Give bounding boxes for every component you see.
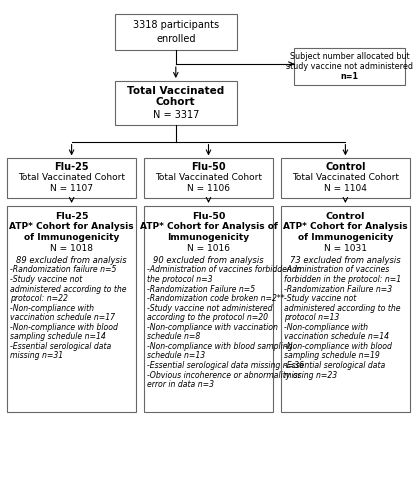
Text: N = 1106: N = 1106 — [187, 184, 230, 193]
Text: -Essential serological data: -Essential serological data — [10, 342, 112, 351]
Text: 90 excluded from analysis: 90 excluded from analysis — [153, 256, 264, 265]
Text: error in data n=3: error in data n=3 — [147, 380, 214, 389]
Text: Total Vaccinated Cohort: Total Vaccinated Cohort — [292, 173, 399, 182]
Text: ATP* Cohort for Analysis of: ATP* Cohort for Analysis of — [140, 222, 277, 232]
Text: Immunogenicity: Immunogenicity — [168, 234, 249, 242]
Bar — [7, 206, 136, 412]
Text: N = 1107: N = 1107 — [50, 184, 93, 193]
Text: -Study vaccine not: -Study vaccine not — [10, 275, 83, 284]
Text: -Administration of vaccines forbidden in: -Administration of vaccines forbidden in — [147, 266, 301, 274]
Text: schedule n=13: schedule n=13 — [147, 352, 205, 360]
Text: vaccination schedule n=17: vaccination schedule n=17 — [10, 313, 115, 322]
Text: -Essential serological data missing n=36: -Essential serological data missing n=36 — [147, 361, 304, 370]
Text: ATP* Cohort for Analysis: ATP* Cohort for Analysis — [283, 222, 408, 232]
Text: -Essential serological data: -Essential serological data — [284, 361, 385, 370]
Text: of Immunogenicity: of Immunogenicity — [298, 234, 393, 242]
Text: N = 1104: N = 1104 — [324, 184, 367, 193]
Text: ATP* Cohort for Analysis: ATP* Cohort for Analysis — [9, 222, 134, 232]
Bar — [281, 158, 410, 198]
Text: vaccination schedule n=14: vaccination schedule n=14 — [284, 332, 389, 342]
Text: administered according to the: administered according to the — [10, 284, 127, 294]
Text: Subject number allocated but: Subject number allocated but — [290, 52, 409, 61]
Bar — [7, 158, 136, 198]
Text: 73 excluded from analysis: 73 excluded from analysis — [290, 256, 401, 265]
Text: the protocol n=3: the protocol n=3 — [147, 275, 213, 284]
Text: 89 excluded from analysis: 89 excluded from analysis — [16, 256, 127, 265]
Text: -Non-compliance with blood: -Non-compliance with blood — [284, 342, 392, 351]
Text: -Non-compliance with vaccination: -Non-compliance with vaccination — [147, 323, 278, 332]
Text: missing n=31: missing n=31 — [10, 352, 63, 360]
Bar — [115, 81, 237, 125]
Text: protocol n=13: protocol n=13 — [284, 313, 339, 322]
Text: -Obvious incoherence or abnormality or: -Obvious incoherence or abnormality or — [147, 370, 301, 380]
Text: enrolled: enrolled — [156, 34, 196, 44]
Text: -Study vaccine not administered: -Study vaccine not administered — [147, 304, 273, 312]
Bar — [144, 206, 273, 412]
Text: n=1: n=1 — [341, 72, 359, 80]
Text: -Non-compliance with blood: -Non-compliance with blood — [10, 323, 118, 332]
Text: according to the protocol n=20: according to the protocol n=20 — [147, 313, 268, 322]
Text: Cohort: Cohort — [156, 97, 196, 107]
Bar — [281, 206, 410, 412]
Text: Control: Control — [326, 212, 365, 220]
Text: of Immunogenicity: of Immunogenicity — [24, 234, 119, 242]
Text: Flu-25: Flu-25 — [55, 212, 88, 220]
Text: -Non-compliance with: -Non-compliance with — [10, 304, 94, 312]
Text: sampling schedule n=14: sampling schedule n=14 — [10, 332, 106, 342]
Text: -Non-compliance with: -Non-compliance with — [284, 323, 368, 332]
Text: Total Vaccinated Cohort: Total Vaccinated Cohort — [155, 173, 262, 182]
Text: -Randomization Failure n=3: -Randomization Failure n=3 — [284, 284, 392, 294]
Text: Flu-50: Flu-50 — [192, 212, 225, 220]
Text: Flu-25: Flu-25 — [54, 162, 89, 172]
Text: administered according to the: administered according to the — [284, 304, 401, 312]
Text: 3318 participants: 3318 participants — [133, 20, 219, 30]
Text: missing n=23: missing n=23 — [284, 370, 337, 380]
Text: protocol: n=22: protocol: n=22 — [10, 294, 68, 303]
Text: -Non-compliance with blood sampling: -Non-compliance with blood sampling — [147, 342, 293, 351]
Text: Flu-50: Flu-50 — [191, 162, 226, 172]
Text: Control: Control — [325, 162, 366, 172]
Text: N = 1031: N = 1031 — [324, 244, 367, 253]
Text: forbidden in the protocol: n=1: forbidden in the protocol: n=1 — [284, 275, 401, 284]
Text: -Randomization Failure n=5: -Randomization Failure n=5 — [147, 284, 255, 294]
Text: -Randomization code broken n=2**: -Randomization code broken n=2** — [147, 294, 285, 303]
Text: schedule n=8: schedule n=8 — [147, 332, 201, 342]
Text: N = 1018: N = 1018 — [50, 244, 93, 253]
Bar — [144, 158, 273, 198]
Text: Total Vaccinated: Total Vaccinated — [127, 86, 224, 96]
Text: -Administration of vaccines: -Administration of vaccines — [284, 266, 389, 274]
Text: -Study vaccine not: -Study vaccine not — [284, 294, 357, 303]
Bar — [115, 14, 237, 51]
Text: Total Vaccinated Cohort: Total Vaccinated Cohort — [18, 173, 125, 182]
Bar — [294, 48, 404, 84]
Text: study vaccine not administered: study vaccine not administered — [286, 62, 413, 70]
Text: N = 3317: N = 3317 — [153, 110, 199, 120]
Text: -Randomization failure n=5: -Randomization failure n=5 — [10, 266, 117, 274]
Text: sampling schedule n=19: sampling schedule n=19 — [284, 352, 380, 360]
Text: N = 1016: N = 1016 — [187, 244, 230, 253]
